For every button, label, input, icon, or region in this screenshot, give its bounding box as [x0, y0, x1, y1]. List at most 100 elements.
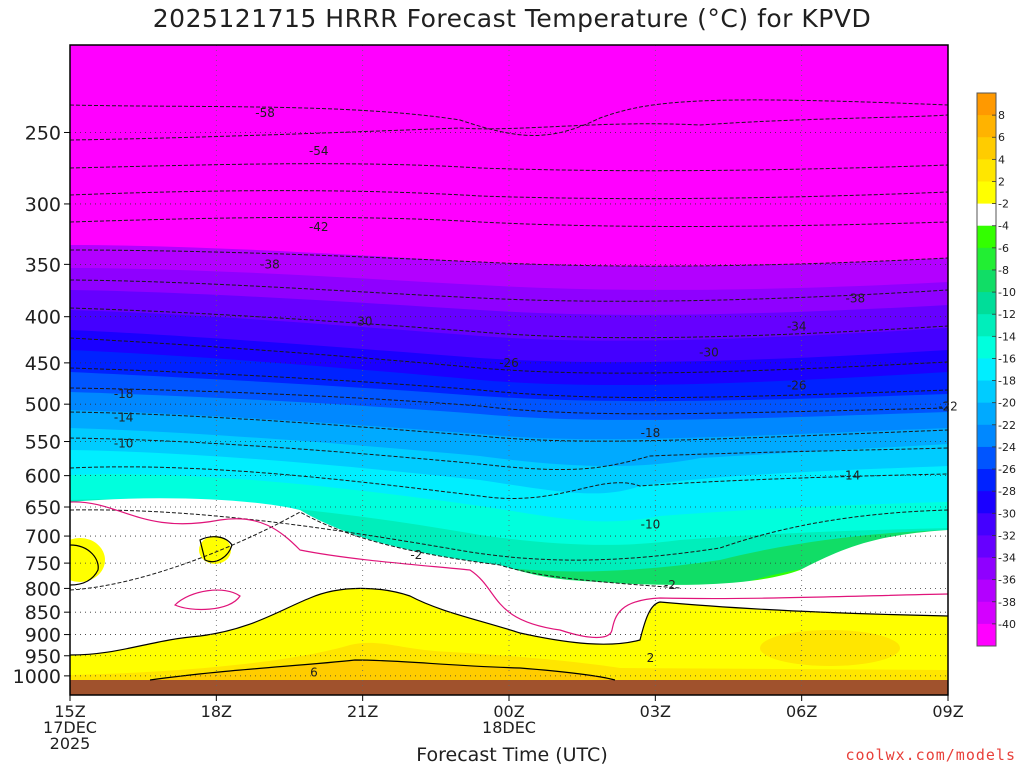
contour-plus2 [70, 587, 948, 656]
colorbar-label: -8 [998, 264, 1009, 277]
contour-plus6 [149, 659, 616, 681]
y-tick-label: 650 [25, 497, 61, 519]
colorbar-label: -4 [998, 220, 1009, 233]
colorbar-swatch [977, 601, 996, 625]
isotherm-minus14a [70, 411, 948, 442]
colorbar-swatch [977, 159, 996, 182]
y-tick-label: 800 [25, 578, 61, 600]
colorbar-label: -36 [998, 574, 1016, 587]
isotherm-minus18 [70, 387, 948, 415]
contour-label: -14 [114, 410, 134, 424]
isotherm-minus14b [70, 437, 948, 471]
x-tick-label: 00Z [493, 702, 524, 721]
contour-label: -10 [641, 518, 661, 532]
y-tick-label: 450 [25, 353, 61, 375]
x-tick-label: 17DEC [43, 718, 97, 737]
isotherm-minus42 [70, 216, 948, 227]
x-axis-title: Forecast Time (UTC) [416, 744, 608, 766]
contour-warm-edge [70, 544, 99, 586]
colorbar-swatch [977, 225, 996, 249]
isotherm-minus22 [70, 367, 948, 399]
y-tick-label: 500 [25, 394, 61, 416]
y-tick-label: 950 [25, 646, 61, 668]
colorbar-label: 4 [998, 153, 1005, 166]
colorbar-swatch [977, 623, 996, 647]
grid [70, 45, 948, 695]
contour-label: -54 [309, 144, 329, 158]
isotherm-minus38 [70, 249, 948, 267]
colorbar-swatch [977, 137, 996, 160]
contour-label: 6 [310, 666, 318, 680]
colorbar-swatch [977, 402, 996, 426]
colorbar-swatch [977, 336, 996, 359]
colorbar-swatch [977, 513, 996, 536]
colorbar-label: -26 [998, 463, 1016, 476]
warm-cell-18z [199, 536, 231, 564]
y-tick-label: 750 [25, 553, 61, 575]
freezing-line [70, 501, 948, 639]
contour-label: -34 [787, 319, 807, 333]
colorbar: 8 6 4 2 -2 -4 -6 -8 -10 -12 -14 -16 -18 -20 -22 -24 -26 -… [976, 92, 1016, 647]
warm-cell-15z [70, 538, 105, 582]
colorbar-label: -12 [998, 308, 1016, 321]
y-tick-label: 1000 [13, 666, 61, 688]
contour-label: -38 [260, 257, 280, 271]
contour-label: -22 [938, 400, 958, 414]
isotherm-minus50 [70, 163, 948, 172]
colorbar-swatch [977, 269, 996, 293]
contour-label: -58 [255, 106, 275, 120]
colorbar-swatch [977, 292, 996, 315]
y-tick-label: 350 [25, 254, 61, 276]
colorbar-label: -20 [998, 397, 1016, 410]
x-tick-label: 03Z [640, 702, 671, 721]
colorbar-label: -22 [998, 419, 1016, 432]
colorbar-swatch [977, 181, 996, 205]
y-tick-label: 700 [25, 526, 61, 548]
colorbar-swatch [977, 93, 996, 116]
isotherm-minus34 [70, 279, 948, 302]
contour-label: -18 [114, 387, 134, 401]
contour-label: -26 [499, 356, 519, 370]
warm-pocket [760, 630, 900, 666]
colorbar-label: 2 [998, 175, 1005, 188]
colorbar-swatch [977, 446, 996, 470]
colorbar-label: -24 [998, 441, 1016, 454]
x-tick-label: 09Z [932, 702, 963, 721]
isotherm-minus10 [70, 509, 948, 561]
y-tick-label: 600 [25, 466, 61, 488]
contour-label: -30 [353, 315, 373, 329]
warm-contours [70, 536, 948, 681]
isotherm-minus58 [70, 99, 948, 136]
isotherms [70, 99, 948, 591]
isotherm-minus54 [70, 114, 948, 141]
isotherm-minus2 [70, 511, 681, 591]
y-tick-label: 300 [25, 194, 61, 216]
credit-link[interactable]: coolwx.com/models [845, 746, 1016, 764]
colorbar-swatch [977, 314, 996, 337]
colorbar-swatch [977, 535, 996, 559]
isotherm-minus26 [70, 337, 948, 374]
contour-label: -18 [641, 426, 661, 440]
freezing-loop [173, 589, 241, 610]
y-tick-label: 250 [25, 122, 61, 144]
colorbar-label: -16 [998, 352, 1016, 365]
colorbar-label: -30 [998, 507, 1016, 520]
colorbar-swatch [977, 557, 996, 581]
contour-label: -26 [787, 379, 807, 393]
colorbar-label: -18 [998, 375, 1016, 388]
ground-surface [70, 680, 948, 695]
colorbar-label: -14 [998, 330, 1016, 343]
colorbar-border [976, 92, 997, 647]
colorbar-swatch [977, 358, 996, 382]
contour-label: -10 [114, 437, 134, 451]
colorbar-swatch [977, 380, 996, 404]
colorbar-label: -10 [998, 286, 1016, 299]
x-tick-label: 2025 [50, 734, 91, 753]
colorbar-swatch [977, 115, 996, 138]
contour-labels: -58-54-42-38-30-26-18-14-10-18-10-2-226-… [114, 106, 958, 680]
x-tick-label: 21Z [347, 702, 378, 721]
chart-title: 2025121715 HRRR Forecast Temperature (°C… [152, 4, 872, 33]
colorbar-label: -34 [998, 552, 1016, 565]
colorbar-label: -40 [998, 618, 1016, 631]
